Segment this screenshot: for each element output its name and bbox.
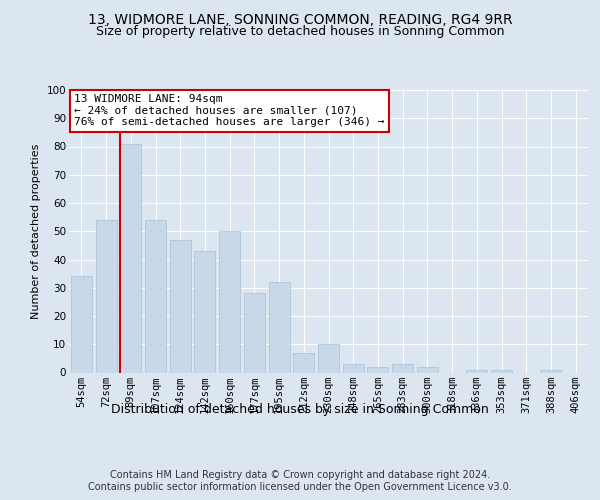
- Bar: [466, 370, 487, 372]
- Bar: [541, 370, 562, 372]
- Text: 13, WIDMORE LANE, SONNING COMMON, READING, RG4 9RR: 13, WIDMORE LANE, SONNING COMMON, READIN…: [88, 12, 512, 26]
- Bar: [120, 144, 141, 372]
- Bar: [318, 344, 339, 372]
- Bar: [244, 294, 265, 372]
- Y-axis label: Number of detached properties: Number of detached properties: [31, 144, 41, 319]
- Bar: [95, 220, 116, 372]
- Text: Size of property relative to detached houses in Sonning Common: Size of property relative to detached ho…: [96, 25, 504, 38]
- Text: Contains public sector information licensed under the Open Government Licence v3: Contains public sector information licen…: [88, 482, 512, 492]
- Bar: [194, 251, 215, 372]
- Bar: [269, 282, 290, 372]
- Text: Contains HM Land Registry data © Crown copyright and database right 2024.: Contains HM Land Registry data © Crown c…: [110, 470, 490, 480]
- Bar: [392, 364, 413, 372]
- Text: Distribution of detached houses by size in Sonning Common: Distribution of detached houses by size …: [111, 402, 489, 415]
- Bar: [71, 276, 92, 372]
- Bar: [293, 352, 314, 372]
- Bar: [145, 220, 166, 372]
- Bar: [170, 240, 191, 372]
- Bar: [417, 367, 438, 372]
- Bar: [219, 231, 240, 372]
- Bar: [491, 370, 512, 372]
- Text: 13 WIDMORE LANE: 94sqm
← 24% of detached houses are smaller (107)
76% of semi-de: 13 WIDMORE LANE: 94sqm ← 24% of detached…: [74, 94, 385, 128]
- Bar: [367, 367, 388, 372]
- Bar: [343, 364, 364, 372]
